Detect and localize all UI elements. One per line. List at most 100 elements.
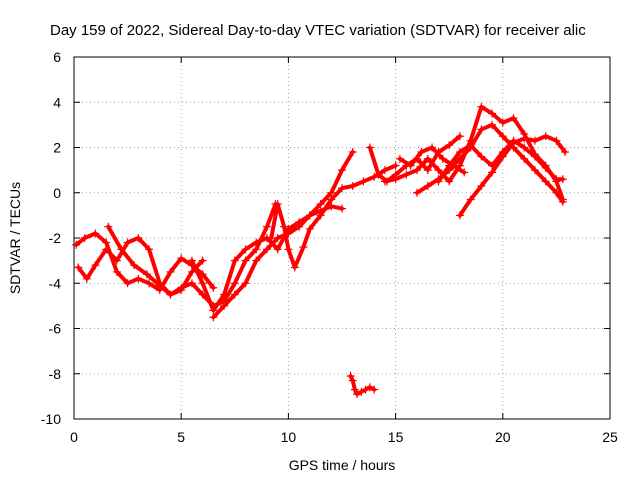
data-point <box>145 279 154 288</box>
data-point <box>445 141 454 150</box>
data-point <box>455 132 464 141</box>
data-point <box>428 143 437 152</box>
data-point <box>560 148 569 157</box>
data-point <box>552 136 561 145</box>
data-point <box>209 283 218 292</box>
data-point <box>370 172 379 181</box>
data-point <box>520 143 529 152</box>
satellite-track-5 <box>209 148 357 322</box>
satellite-track-13 <box>346 372 379 399</box>
data-point <box>230 279 239 288</box>
data-point <box>316 200 325 209</box>
data-point <box>423 166 432 175</box>
satellite-track-3 <box>104 200 280 310</box>
data-point <box>357 387 366 396</box>
data-point <box>155 281 164 290</box>
chart-title: Day 159 of 2022, Sidereal Day-to-day VTE… <box>50 22 586 39</box>
data-point <box>273 245 282 254</box>
data-point <box>466 195 475 204</box>
y-axis-label: SDTVAR / TECUs <box>7 182 23 294</box>
data-point <box>166 267 175 276</box>
data-point <box>455 154 464 163</box>
data-point <box>177 283 186 292</box>
data-point <box>477 181 486 190</box>
data-point <box>498 132 507 141</box>
satellite-track-11 <box>434 136 567 186</box>
data-point <box>488 161 497 170</box>
data-point <box>541 132 550 141</box>
data-point <box>80 234 89 242</box>
satellite-track-12 <box>395 143 469 177</box>
data-point <box>177 254 186 263</box>
data-point <box>267 234 276 242</box>
data-point <box>361 385 370 394</box>
data-point <box>338 184 346 193</box>
x-tick-label: 15 <box>388 429 404 445</box>
series-line <box>74 231 216 292</box>
data-point <box>209 306 218 315</box>
data-point <box>262 245 271 254</box>
series-points <box>346 372 379 399</box>
data-point <box>477 125 486 134</box>
data-point <box>395 154 404 163</box>
data-point <box>374 170 383 179</box>
data-point <box>348 181 357 190</box>
data-point <box>338 204 346 213</box>
data-point <box>434 166 443 175</box>
data-point <box>541 177 550 186</box>
y-tick-label: -6 <box>49 321 62 337</box>
series-points <box>395 143 469 177</box>
y-tick-label: -4 <box>49 275 62 291</box>
data-point <box>187 279 196 288</box>
data-point <box>198 279 207 288</box>
data-point <box>74 263 83 272</box>
data-point <box>350 385 359 394</box>
data-point <box>530 152 539 161</box>
data-point <box>488 168 497 177</box>
data-point <box>220 301 229 310</box>
y-tick-label: -10 <box>41 411 61 427</box>
data-point <box>530 136 539 145</box>
data-traces <box>72 102 569 399</box>
data-point <box>365 383 374 392</box>
data-point <box>241 279 250 288</box>
data-point <box>252 256 261 265</box>
data-point <box>353 390 362 399</box>
y-tick-label: 4 <box>53 94 61 110</box>
data-point <box>423 154 432 163</box>
series-line <box>106 202 278 308</box>
data-point <box>123 238 132 247</box>
y-tick-label: 2 <box>53 140 61 156</box>
data-point <box>338 166 346 175</box>
data-point <box>402 170 411 179</box>
series-line <box>269 163 398 270</box>
data-point <box>466 141 475 150</box>
data-point <box>82 274 91 283</box>
series-points <box>104 200 280 310</box>
data-point <box>305 224 314 233</box>
data-point <box>262 222 271 231</box>
x-tick-label: 5 <box>177 429 185 445</box>
x-tick-label: 0 <box>70 429 78 445</box>
data-point <box>187 267 196 276</box>
series-points <box>209 148 357 322</box>
data-point <box>220 290 229 299</box>
data-point <box>241 245 250 254</box>
data-point <box>417 148 426 157</box>
data-point <box>541 163 550 172</box>
data-point <box>558 197 567 206</box>
data-point <box>209 313 218 322</box>
data-point <box>102 245 111 254</box>
axis-ticks: 0 5 10 15 20 25 -10 -8 -6 -4 -2 0 2 4 6 <box>41 49 618 445</box>
data-point <box>72 240 81 249</box>
data-point <box>359 177 368 186</box>
data-point <box>348 376 357 385</box>
data-point <box>91 261 100 270</box>
series-points <box>455 132 569 220</box>
series-points <box>267 161 400 272</box>
data-point <box>348 148 357 157</box>
data-point <box>284 245 293 254</box>
data-point <box>498 148 507 157</box>
data-point <box>413 188 422 197</box>
data-point <box>434 177 443 186</box>
